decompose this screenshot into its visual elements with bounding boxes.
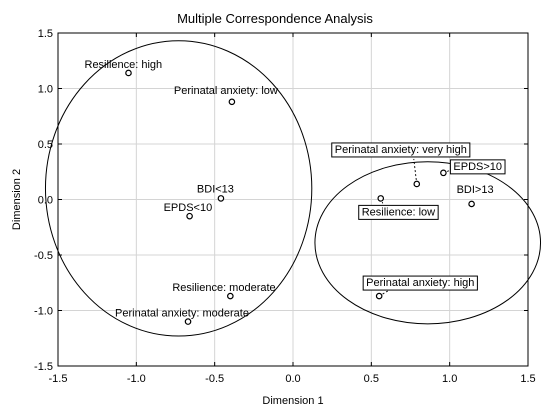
y-tick-label: -1.5 xyxy=(34,361,53,373)
point-label-box xyxy=(362,275,478,291)
y-tick-label: 0.5 xyxy=(38,139,53,151)
point-label: Resilience: moderate xyxy=(172,282,275,294)
data-points xyxy=(125,69,475,325)
point-label: Resilience: low xyxy=(362,206,435,218)
data-point xyxy=(228,98,236,106)
x-tick-label: 0.5 xyxy=(364,373,379,385)
y-tick-label: 1.5 xyxy=(38,28,53,40)
point-label: Perinatal anxiety: very high xyxy=(335,144,467,156)
point-label: EPDS<10 xyxy=(164,202,213,214)
axis-ticks: -1.5 -1.0 -0.5 0.0 0.5 1.0 1.5 1.5 1.0 0.5 0.0 -0.5… xyxy=(34,28,536,385)
cluster-ellipse xyxy=(44,40,313,337)
x-tick-label: 1.0 xyxy=(442,373,457,385)
point-label-box xyxy=(358,204,439,220)
data-point xyxy=(125,69,132,77)
x-tick-label: 0.0 xyxy=(285,373,300,385)
data-point xyxy=(217,195,225,202)
point-label: BDI<13 xyxy=(197,183,234,195)
point-label: Perinatal anxiety: low xyxy=(174,85,278,97)
label-leader-line xyxy=(413,158,418,185)
point-label: Perinatal anxiety: high xyxy=(366,277,474,289)
point-label: BDI>13 xyxy=(457,184,494,196)
point-label-box xyxy=(331,142,471,158)
y-axis-title: Dimension 2 xyxy=(11,169,23,230)
data-point xyxy=(227,292,234,300)
grid-lines xyxy=(58,33,528,366)
point-label: Perinatal anxiety: moderate xyxy=(115,308,249,320)
data-point xyxy=(440,169,447,177)
cluster-ellipse xyxy=(314,161,542,325)
data-point xyxy=(468,200,475,208)
x-tick-label: -1.0 xyxy=(127,373,146,385)
point-label-box xyxy=(449,159,506,175)
x-tick-label: -0.5 xyxy=(205,373,224,385)
point-label: EPDS>10 xyxy=(453,161,502,173)
point-label: Resilience: high xyxy=(85,59,163,71)
data-point xyxy=(413,180,421,188)
x-tick-label: -1.5 xyxy=(49,373,68,385)
y-tick-label: -1.0 xyxy=(34,306,53,318)
y-tick-label: -0.5 xyxy=(34,250,53,262)
y-tick-label: 1.0 xyxy=(38,84,53,96)
data-point xyxy=(186,212,193,220)
chart-title: Multiple Correspondence Analysis xyxy=(177,11,373,26)
x-axis-title: Dimension 1 xyxy=(262,395,323,407)
data-point xyxy=(375,292,383,300)
x-tick-label: 1.5 xyxy=(520,373,535,385)
label-leader-lines xyxy=(378,158,452,297)
point-labels: Resilience: high Perinatal anxiety: low BD… xyxy=(85,59,506,320)
cluster-ellipses xyxy=(44,40,542,337)
data-point xyxy=(184,318,192,325)
y-tick-label: 0.0 xyxy=(38,195,53,207)
data-point xyxy=(377,195,385,202)
